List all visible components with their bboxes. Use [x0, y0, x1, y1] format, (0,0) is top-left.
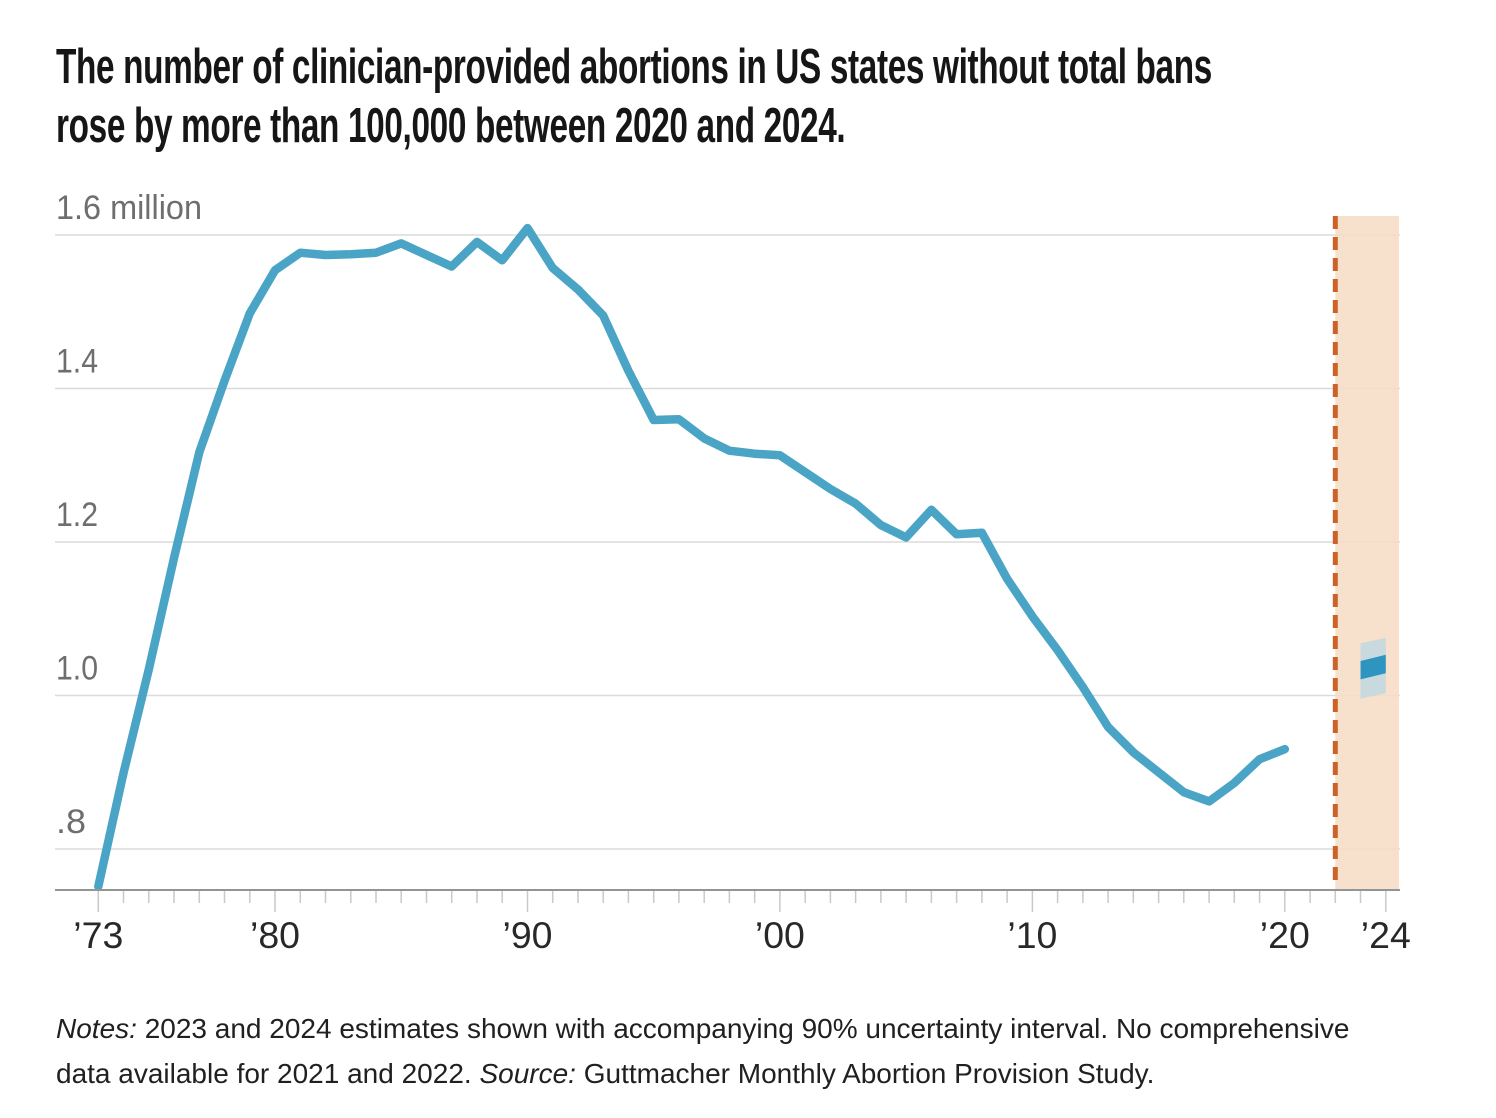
x-tick-label: ’20	[1260, 915, 1310, 956]
x-tick-label: ’80	[250, 915, 300, 956]
projection-band	[1335, 216, 1399, 890]
trend-line	[94, 223, 1290, 891]
chart-title: The number of clinician-provided abortio…	[56, 38, 1496, 156]
y-tick-label: 1.6 million	[56, 189, 202, 227]
notes-italic-label: Source:	[479, 1058, 576, 1089]
notes-line: data available for 2021 and 2022. Source…	[56, 1051, 1349, 1096]
x-tick-label: ’90	[503, 915, 553, 956]
x-tick-label: ’73	[73, 915, 123, 956]
chart-title-line: The number of clinician-provided abortio…	[56, 40, 1212, 94]
x-tick-label: ’10	[1007, 915, 1057, 956]
y-tick-label: 1.2	[56, 496, 98, 534]
x-tick-label: ’00	[755, 915, 805, 956]
estimate-marker	[1360, 654, 1386, 680]
y-tick-label: .8	[56, 803, 86, 841]
notes-text-run: Guttmacher Monthly Abortion Provision St…	[575, 1058, 1155, 1089]
notes-line: Notes: 2023 and 2024 estimates shown wit…	[56, 1006, 1349, 1051]
y-tick-label: 1.0	[56, 650, 98, 688]
notes-text-run: 2023 and 2024 estimates shown with accom…	[136, 1013, 1350, 1044]
notes-text: Notes: 2023 and 2024 estimates shown wit…	[56, 1006, 1349, 1096]
x-tick-label: ’24	[1361, 915, 1411, 956]
notes-text-run: data available for 2021 and 2022.	[56, 1058, 480, 1089]
notes-italic-label: Notes:	[56, 1013, 137, 1044]
chart-title-line: rose by more than 100,000 between 2020 a…	[56, 99, 846, 153]
y-tick-label: 1.4	[56, 343, 98, 381]
